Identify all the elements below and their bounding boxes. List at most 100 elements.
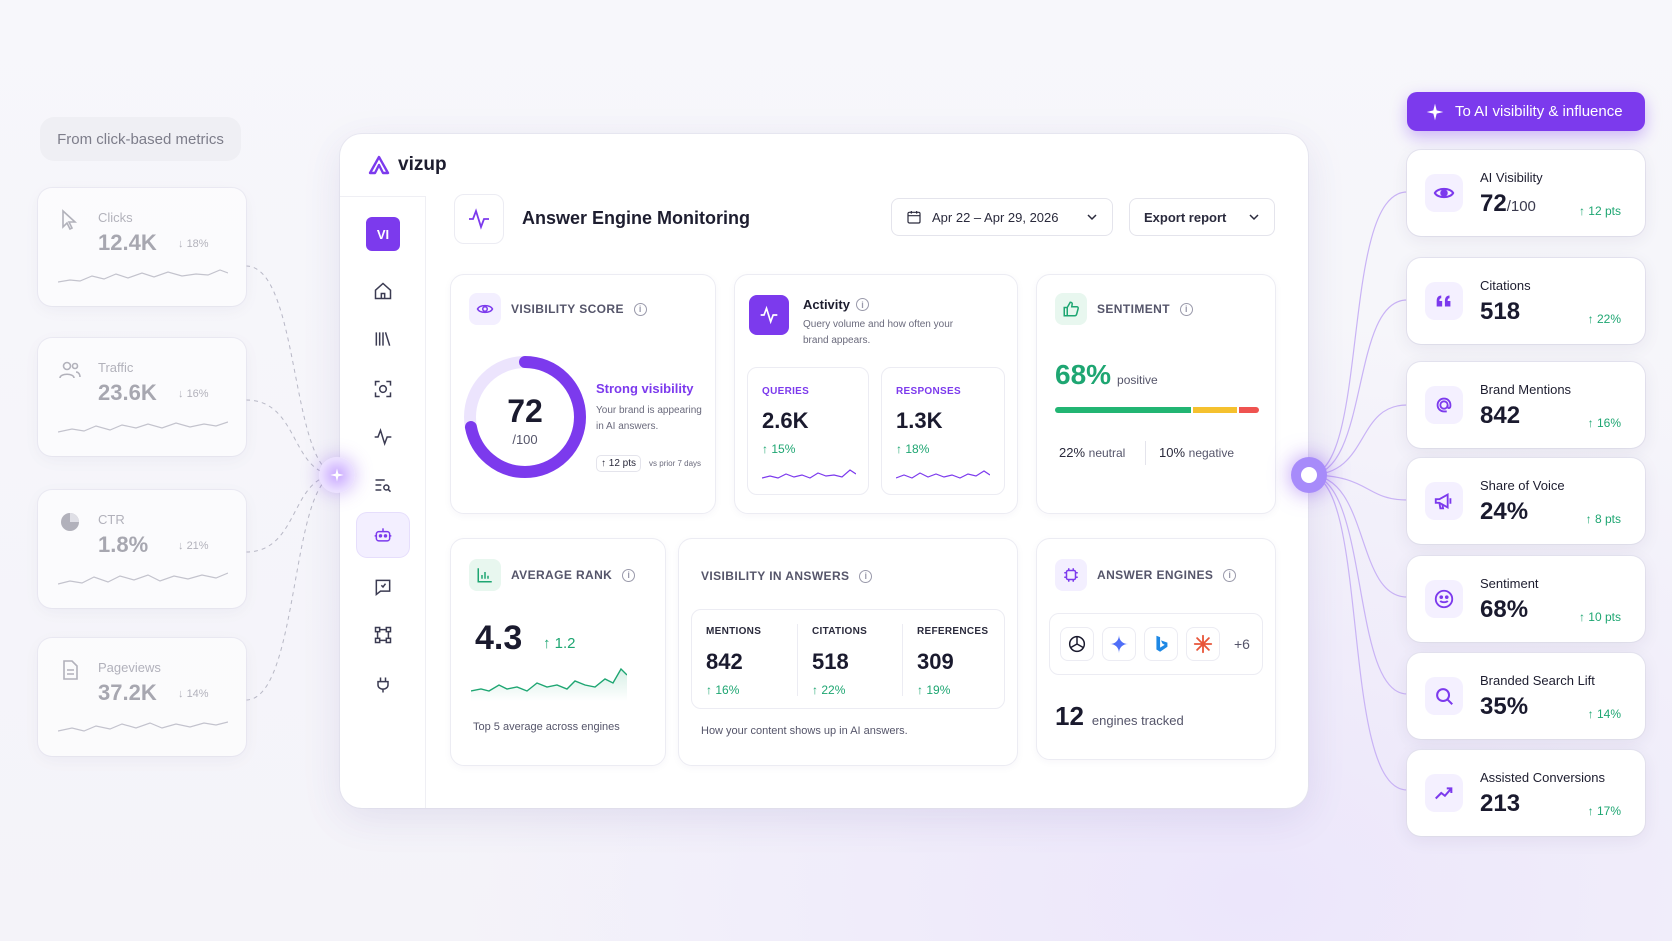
kpi-card-assisted-conversions: Assisted Conversions 213 ↑ 17%	[1407, 750, 1645, 836]
date-range-picker[interactable]: Apr 22 – Apr 29, 2026	[891, 198, 1113, 236]
metric-delta: ↓ 14%	[178, 688, 209, 700]
metric-label: Traffic	[98, 360, 134, 375]
sidebar-item-workflow[interactable]	[357, 613, 409, 657]
kpi-card-sentiment: Sentiment 68% ↑ 10 pts	[1407, 556, 1645, 642]
sparkline	[58, 269, 228, 283]
sidebar-item-bot[interactable]	[357, 513, 409, 557]
kpi-card-citations: Citations 518 ↑ 22%	[1407, 258, 1645, 344]
info-icon[interactable]: i	[1179, 302, 1193, 316]
openai-icon[interactable]	[1060, 627, 1094, 661]
metric-value: 12.4K	[98, 230, 157, 255]
kpi-value: 35%	[1480, 693, 1529, 720]
bing-icon[interactable]	[1144, 627, 1178, 661]
rank-note: Top 5 average across engines	[473, 721, 620, 733]
visibility-desc: Your brand is appearing in AI answers.	[596, 405, 702, 432]
megaphone-icon	[1425, 482, 1463, 520]
plug-icon	[373, 675, 393, 695]
avatar[interactable]: VI	[366, 217, 400, 251]
metric-label: Clicks	[98, 210, 133, 225]
export-report-button[interactable]: Export report	[1129, 198, 1275, 236]
at-icon	[1425, 386, 1463, 424]
claude-icon[interactable]	[1186, 627, 1220, 661]
sidebar-item-scan[interactable]	[357, 367, 409, 411]
users-icon	[58, 358, 82, 382]
sentiment-bar	[1055, 407, 1259, 413]
pie-chart-icon	[58, 510, 82, 534]
quote-icon	[1425, 282, 1463, 320]
engines-count: 12 engines tracked	[1055, 701, 1184, 731]
info-icon[interactable]: i	[622, 568, 636, 582]
sidebar-item-library[interactable]	[357, 317, 409, 361]
document-icon	[58, 658, 82, 682]
visibility-gauge	[464, 356, 586, 478]
engine-icons-row: +6	[1049, 613, 1263, 675]
kpi-label: Branded Search Lift	[1480, 673, 1595, 688]
widget-title: VISIBILITY IN ANSWERS	[701, 569, 850, 583]
queries-sparkline	[762, 469, 856, 479]
metric-value: 23.6K	[98, 380, 157, 405]
info-icon[interactable]: i	[1223, 568, 1237, 582]
right-badge: To AI visibility & influence	[1407, 92, 1645, 131]
activity-icon	[749, 295, 789, 335]
widget-title: SENTIMENT	[1097, 302, 1170, 316]
eye-icon	[469, 293, 501, 325]
kpi-value: 68%	[1480, 596, 1529, 623]
visibility-score-widget: VISIBILITY SCORE i 72 /100 Strong visibi…	[450, 274, 716, 514]
info-icon[interactable]: i	[855, 298, 869, 311]
activity-icon	[373, 427, 393, 447]
kpi-delta: ↑ 8 pts	[1585, 512, 1621, 526]
kpi-card-branded-search-lift: Branded Search Lift 35% ↑ 14%	[1407, 653, 1645, 739]
app-logo[interactable]: vizup	[368, 154, 447, 176]
sentiment-bar-negative	[1239, 407, 1259, 413]
visibility-score-max: /100	[512, 432, 538, 447]
kpi-card-brand-mentions: Brand Mentions 842 ↑ 16%	[1407, 362, 1645, 448]
gemini-icon[interactable]	[1102, 627, 1136, 661]
sidebar-item-search-list[interactable]	[357, 463, 409, 507]
kpi-delta: ↑ 22%	[1587, 312, 1621, 326]
info-icon[interactable]: i	[859, 569, 873, 583]
rank-sparkline	[471, 667, 627, 701]
responses-sparkline	[896, 470, 990, 479]
sidebar-item-feedback[interactable]	[357, 565, 409, 609]
sidebar-item-integrations[interactable]	[357, 663, 409, 707]
average-rank-widget: AVERAGE RANK i 4.3 ↑ 1.2 Top 5 average a…	[450, 538, 666, 766]
sidebar-item-activity[interactable]	[357, 415, 409, 459]
queries-stat: QUERIES 2.6K ↑ 15%	[747, 367, 869, 495]
sentiment-bar-positive	[1055, 407, 1192, 413]
answers-note: How your content shows up in AI answers.	[701, 725, 908, 737]
kpi-delta: ↑ 16%	[1587, 416, 1621, 430]
widget-title: VISIBILITY SCORE	[511, 302, 624, 316]
info-icon[interactable]: i	[633, 302, 647, 316]
metric-card-pageviews: Pageviews 37.2K ↓ 14%	[38, 638, 246, 756]
logo-text: vizup	[398, 154, 447, 175]
kpi-value: 842	[1480, 402, 1521, 429]
sentiment-widget: SENTIMENT i 68% positive 22% neutral 10%…	[1036, 274, 1276, 514]
export-label: Export report	[1144, 209, 1227, 225]
rank-delta: ↑ 1.2	[543, 635, 576, 652]
more-engines[interactable]: +6	[1234, 636, 1250, 652]
chevron-down-icon	[1086, 211, 1098, 223]
library-icon	[373, 329, 393, 349]
activity-widget: Activity i Query volume and how often yo…	[734, 274, 1018, 514]
metric-label: CTR	[98, 512, 125, 527]
widget-title: Activity	[803, 297, 850, 312]
sidebar-item-home[interactable]	[357, 269, 409, 313]
sentiment-neutral: 22% neutral	[1059, 445, 1126, 460]
metric-label: Pageviews	[98, 660, 161, 675]
kpi-value: 24%	[1480, 498, 1529, 525]
kpi-label: AI Visibility	[1480, 170, 1543, 185]
metric-delta: ↓ 21%	[178, 540, 209, 552]
stat-label: QUERIES	[762, 386, 810, 397]
sentiment-bar-neutral	[1193, 407, 1238, 413]
sidebar: VI	[340, 196, 426, 808]
activity-desc: Query volume and how often your brand ap…	[803, 319, 954, 346]
stat-value: 1.3K	[896, 408, 943, 433]
search-list-icon	[373, 475, 393, 495]
bot-icon	[373, 525, 393, 545]
stat-label: RESPONSES	[896, 386, 961, 397]
metric-card-traffic: Traffic 23.6K ↓ 16%	[38, 338, 246, 456]
calendar-icon	[906, 209, 922, 225]
date-range-label: Apr 22 – Apr 29, 2026	[932, 209, 1059, 225]
kpi-delta: ↑ 17%	[1587, 804, 1621, 818]
chevron-down-icon	[1248, 211, 1260, 223]
